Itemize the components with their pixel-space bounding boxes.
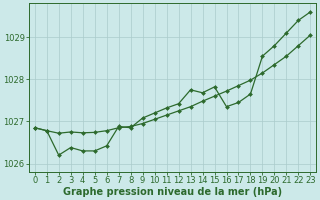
- X-axis label: Graphe pression niveau de la mer (hPa): Graphe pression niveau de la mer (hPa): [63, 187, 282, 197]
